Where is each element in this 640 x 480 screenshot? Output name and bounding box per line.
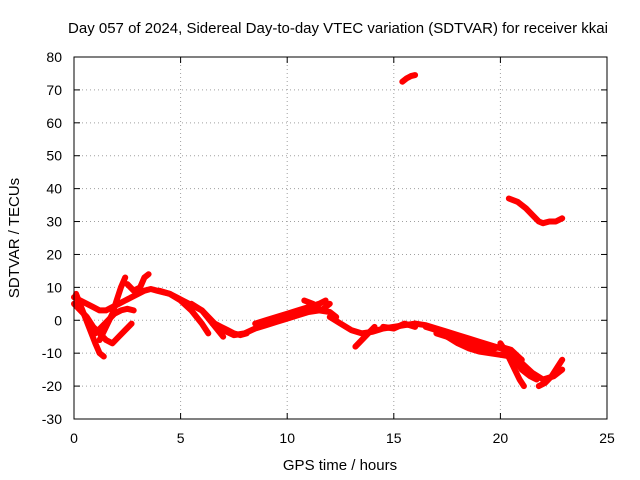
x-tick-label: 10	[279, 430, 295, 446]
y-tick-label: -30	[42, 411, 62, 427]
x-tick-label: 5	[177, 430, 185, 446]
series-line-arc-7	[156, 287, 212, 337]
series-line-arc-9	[209, 307, 340, 339]
plot-frame	[73, 56, 608, 420]
axes: 0 5 10 15 20 25 -30 -20 -10 0 10 20 30 40 50 60 70 80	[42, 49, 615, 446]
y-axis-label: SDTVAR / TECUs	[6, 178, 23, 298]
y-tick-label: 20	[46, 246, 62, 262]
y-tick-label: 60	[46, 115, 62, 131]
series-line-arc-13	[352, 323, 378, 350]
y-tick-label: 30	[46, 214, 62, 230]
x-axis-label: GPS time / hours	[283, 457, 397, 474]
y-tick-label: 50	[46, 148, 62, 164]
x-tick-label: 20	[493, 430, 509, 446]
series-line-arc-3	[73, 290, 107, 360]
y-tick-label: -20	[42, 378, 62, 394]
series-line-arc-22	[505, 195, 566, 227]
x-tick-label: 25	[599, 430, 615, 446]
series-line-arc-5	[96, 274, 129, 343]
y-tick-label: 0	[54, 312, 62, 328]
chart-title: Day 057 of 2024, Sidereal Day-to-day VTE…	[68, 20, 608, 37]
series-line-arc-19	[503, 346, 540, 383]
series-line-arc-21	[399, 72, 419, 85]
x-tick-label: 15	[386, 430, 402, 446]
data-series	[71, 72, 566, 390]
x-tick-label: 0	[70, 430, 78, 446]
y-tick-label: -10	[42, 345, 62, 361]
y-tick-label: 70	[46, 82, 62, 98]
series-line-arc-20	[535, 356, 566, 390]
series-line-arc-6	[124, 271, 152, 294]
series-line-arc-14	[380, 320, 419, 332]
series-line-arc-11	[301, 297, 333, 314]
grid	[74, 57, 607, 419]
y-tick-label: 80	[46, 49, 62, 65]
y-tick-label: 40	[46, 181, 62, 197]
y-tick-label: 10	[46, 279, 62, 295]
